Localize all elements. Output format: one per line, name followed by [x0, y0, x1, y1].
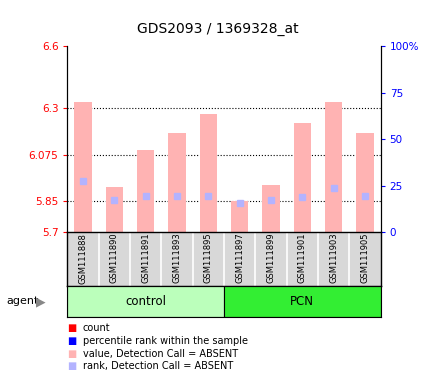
- Text: GSM111901: GSM111901: [297, 233, 306, 283]
- Text: ■: ■: [67, 361, 76, 371]
- Bar: [230, 201, 248, 232]
- Text: count: count: [82, 323, 110, 333]
- Bar: [224, 286, 380, 317]
- Bar: [67, 286, 224, 317]
- Text: ■: ■: [67, 336, 76, 346]
- Text: ■: ■: [67, 349, 76, 359]
- Text: GSM111899: GSM111899: [266, 233, 275, 283]
- Text: ▶: ▶: [36, 295, 45, 308]
- Bar: [355, 133, 373, 232]
- Bar: [199, 114, 217, 232]
- Bar: [74, 102, 92, 232]
- Text: GSM111888: GSM111888: [79, 233, 87, 283]
- Text: GSM111903: GSM111903: [329, 233, 337, 283]
- Text: GSM111890: GSM111890: [110, 233, 118, 283]
- Text: GSM111893: GSM111893: [172, 233, 181, 283]
- Text: percentile rank within the sample: percentile rank within the sample: [82, 336, 247, 346]
- Text: PCN: PCN: [289, 295, 314, 308]
- Bar: [105, 187, 123, 232]
- Bar: [324, 102, 342, 232]
- Text: GSM111897: GSM111897: [235, 233, 243, 283]
- Text: agent: agent: [7, 296, 39, 306]
- Text: ■: ■: [67, 323, 76, 333]
- Bar: [262, 185, 279, 232]
- Text: control: control: [125, 295, 166, 308]
- Bar: [293, 122, 310, 232]
- Text: GDS2093 / 1369328_at: GDS2093 / 1369328_at: [136, 23, 298, 36]
- Text: rank, Detection Call = ABSENT: rank, Detection Call = ABSENT: [82, 361, 232, 371]
- Text: GSM111895: GSM111895: [204, 233, 212, 283]
- Bar: [137, 149, 154, 232]
- Text: value, Detection Call = ABSENT: value, Detection Call = ABSENT: [82, 349, 237, 359]
- Text: GSM111905: GSM111905: [360, 233, 368, 283]
- Bar: [168, 133, 185, 232]
- Text: GSM111891: GSM111891: [141, 233, 150, 283]
